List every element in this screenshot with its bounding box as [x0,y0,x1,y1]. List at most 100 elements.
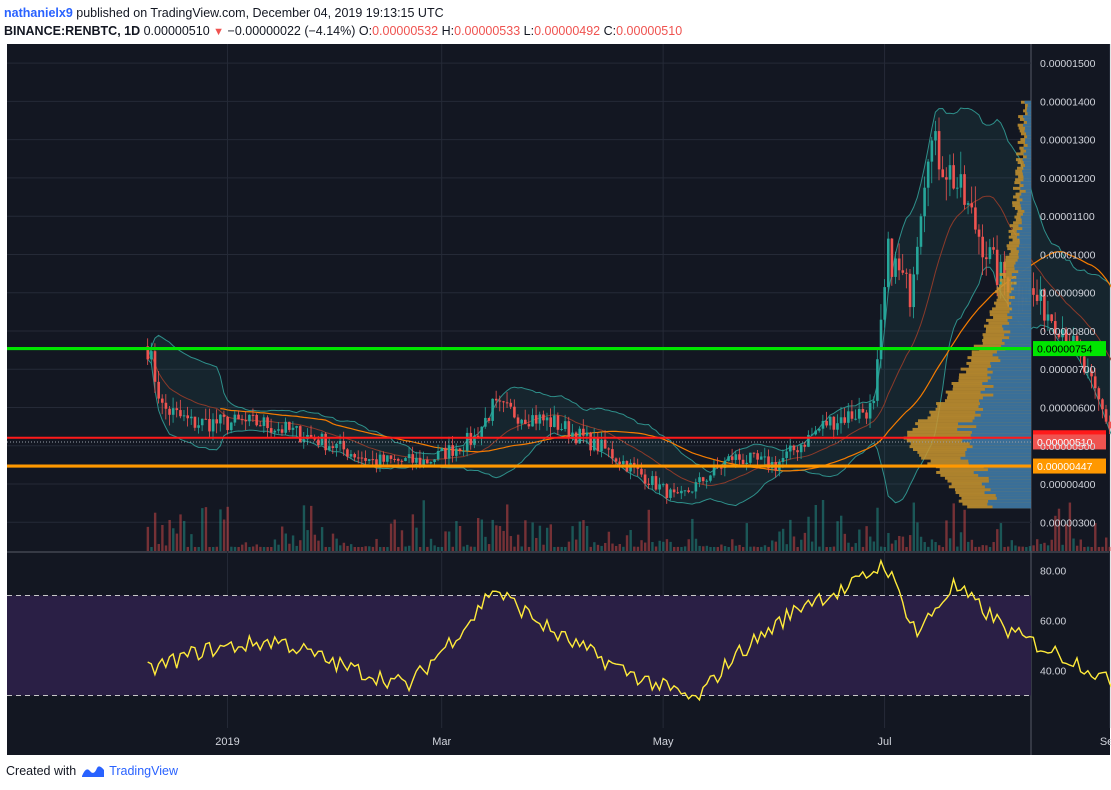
volume-bar [400,530,404,551]
candle-body [331,446,335,448]
candle-body [810,434,814,436]
candle-body [502,401,505,403]
time-tick-label: Mar [432,736,451,748]
candle-body [720,467,723,469]
volume-profile-bar-up [980,413,1031,417]
volume-profile-bar-up [1020,186,1031,190]
volume-bar [1101,546,1104,551]
candle-body [563,421,567,430]
bollinger-basis [147,195,1111,487]
volume-bar [331,533,335,551]
volume-bar [607,531,611,551]
candle-body [658,484,661,490]
volume-bar [636,546,640,551]
volume-profile-bar-up [1016,281,1031,285]
candle-body [955,187,959,189]
volume-profile-bar-up [1021,192,1031,196]
last-price: 0.00000510 [143,24,210,38]
volume-bar [938,545,941,551]
volume-profile-bar-up [1027,143,1031,147]
volume-bar [295,545,298,551]
candle-body [462,450,465,452]
volume-bar [869,536,872,551]
volume-bar [179,514,182,551]
volume-bar [212,546,215,551]
volume-bar [847,542,850,551]
candle-body [807,434,810,447]
candle-body [298,426,302,443]
volume-profile-bar-up [1023,178,1031,182]
volume-bar [313,534,317,551]
candle-body [204,418,208,420]
candle-body [767,456,770,469]
volume-bar [934,542,937,551]
volume-profile-bar-up [1016,275,1031,279]
volume-profile-bar-down [917,425,1031,429]
volume-bar [208,546,211,551]
candle-body [211,419,215,432]
volume-bar [665,539,669,551]
volume-profile-bar-down [1019,189,1031,193]
volume-bar [146,526,150,551]
volume-bar [1039,543,1043,551]
volume-profile-bar-up [1019,241,1031,245]
volume-bar [335,538,338,551]
volume-bar [310,505,313,551]
volume-profile-bar-up [1023,146,1031,150]
volume-bar [898,535,901,551]
price-pane-bg [7,44,1031,551]
volume-bar [883,546,886,551]
volume-profile-bar-up [1020,204,1031,208]
volume-profile-bar-up [1015,261,1031,265]
candle-body [422,459,425,466]
candle-body [712,465,716,476]
volume-profile-bar-up [981,482,1031,486]
price-tick-label: 0.00000500 [1040,441,1096,453]
volume-bar [382,546,386,551]
volume-bar [818,546,821,551]
volume-bar [524,520,527,551]
candle-body [571,432,574,438]
volume-bar [781,528,785,551]
volume-bar [1097,546,1101,551]
volume-profile-bar-down [993,315,1031,319]
volume-bar [495,525,498,551]
tradingview-link[interactable]: TradingView [109,764,178,778]
volume-bar [466,544,469,551]
volume-bar [473,546,476,551]
volume-bar [705,545,709,551]
candle-body [240,419,244,421]
volume-profile-bar-up [984,485,1031,489]
candle-body [342,440,346,450]
candle-body [215,419,219,424]
volume-profile-bar-down [961,496,1031,500]
volume-bar [956,546,959,551]
candle-body [1083,356,1086,373]
volume-profile-bar-up [998,356,1031,360]
volume-profile-bar-up [974,416,1031,420]
candle-body [919,216,923,247]
volume-bar [810,541,814,551]
candle-body [280,429,284,433]
candle-body [440,447,444,451]
volume-profile-bar-up [984,491,1031,495]
high-label: H: [441,24,455,38]
volume-bar [386,547,389,551]
volume-bar [604,542,607,551]
candle-body [843,417,847,423]
candle-body [672,489,676,493]
volume-profile-bar-up [1024,129,1031,133]
volume-profile-bar-up [1021,206,1031,210]
volume-profile-bar-up [1004,341,1031,345]
candle-body [219,414,222,424]
volume-profile-bar-up [1016,235,1031,239]
candle-body [244,420,248,422]
volume-bar [538,525,542,551]
candle-body [567,421,571,438]
volume-profile-bar-up [1023,175,1031,179]
volume-bar [745,523,749,551]
candle-body [756,453,759,460]
volume-profile-bar-up [1003,327,1031,331]
author-link[interactable]: nathanielx9 [4,6,73,20]
